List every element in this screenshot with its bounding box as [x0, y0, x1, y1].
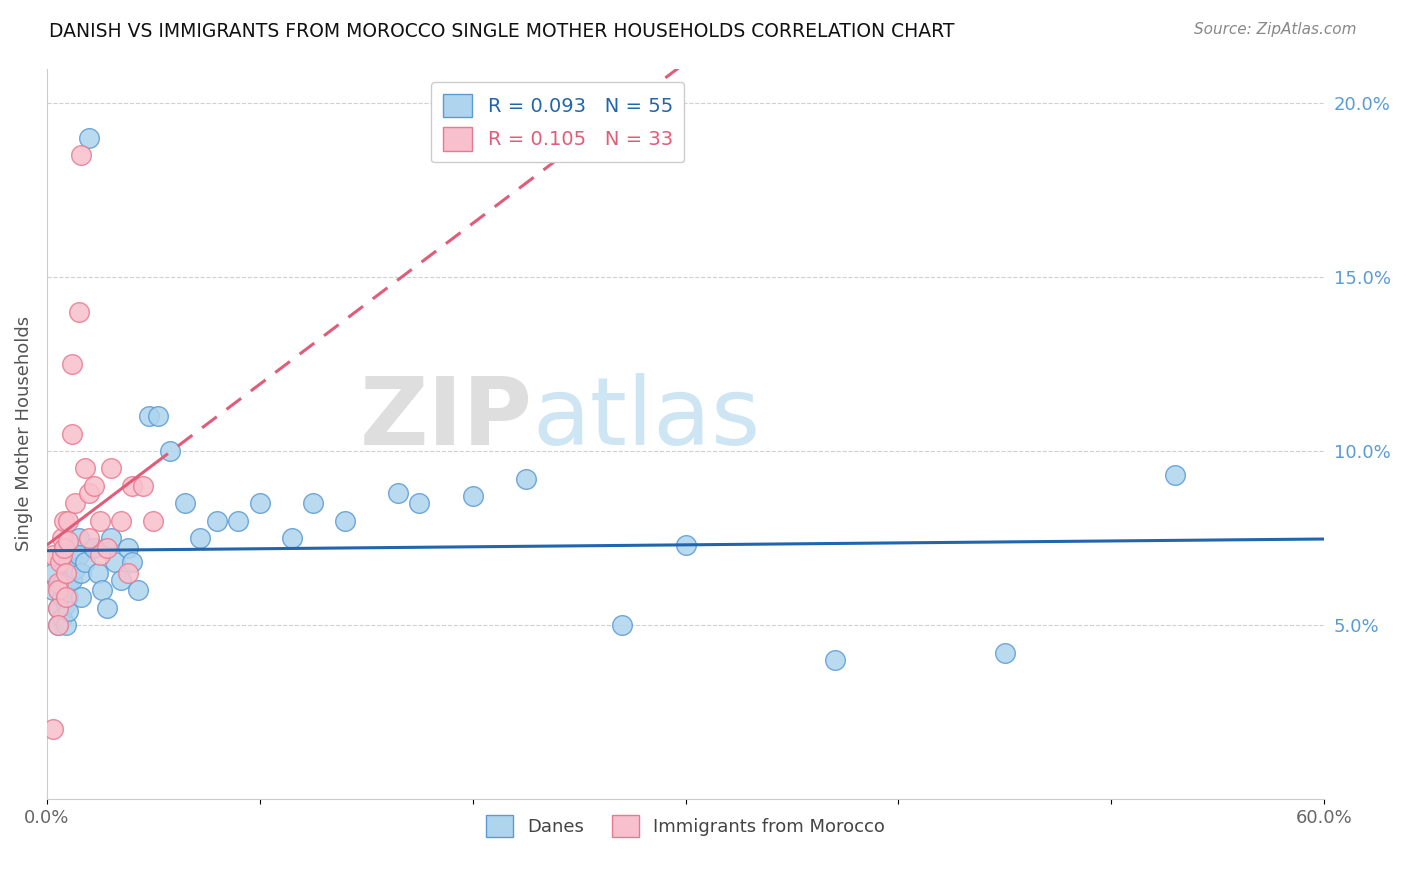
Point [70, 148, 93, 162]
Point [121, 479, 143, 493]
Point [87, 566, 110, 580]
Point [46, 618, 69, 632]
Point [67, 531, 90, 545]
Legend: Danes, Immigrants from Morocco: Danes, Immigrants from Morocco [479, 808, 893, 845]
Point [515, 472, 537, 486]
Point [79, 131, 101, 145]
Point [52, 541, 75, 556]
Point [142, 514, 165, 528]
Point [117, 566, 139, 580]
Point [138, 409, 160, 424]
Y-axis label: Single Mother Households: Single Mother Households [15, 316, 32, 551]
Point [51, 611, 73, 625]
Point [46, 600, 69, 615]
Point [83, 479, 105, 493]
Text: Source: ZipAtlas.com: Source: ZipAtlas.com [1194, 22, 1357, 37]
Point [228, 514, 250, 528]
Point [89, 549, 111, 563]
Point [52, 514, 75, 528]
Point [100, 531, 122, 545]
Point [55, 566, 77, 580]
Point [824, 653, 846, 667]
Point [174, 496, 197, 510]
Point [62, 357, 84, 371]
Point [55, 590, 77, 604]
Point [62, 426, 84, 441]
Point [146, 409, 169, 424]
Point [100, 461, 122, 475]
Point [79, 485, 101, 500]
Text: DANISH VS IMMIGRANTS FROM MOROCCO SINGLE MOTHER HOUSEHOLDS CORRELATION CHART: DANISH VS IMMIGRANTS FROM MOROCCO SINGLE… [49, 22, 955, 41]
Point [70, 566, 93, 580]
Point [104, 555, 127, 569]
Point [994, 646, 1017, 660]
Point [96, 541, 118, 556]
Point [56, 514, 79, 528]
Point [302, 496, 325, 510]
Point [91, 583, 114, 598]
Point [48, 555, 70, 569]
Point [46, 600, 69, 615]
Point [89, 514, 111, 528]
Point [610, 618, 633, 632]
Point [110, 514, 132, 528]
Point [131, 479, 153, 493]
Point [79, 531, 101, 545]
Point [46, 583, 69, 598]
Point [42, 549, 65, 563]
Point [408, 496, 430, 510]
Point [249, 496, 271, 510]
Point [1164, 468, 1187, 483]
Point [46, 576, 69, 591]
Point [62, 549, 84, 563]
Point [55, 597, 77, 611]
Text: atlas: atlas [533, 373, 761, 465]
Point [127, 583, 149, 598]
Point [63, 562, 86, 576]
Point [67, 549, 90, 563]
Point [121, 555, 143, 569]
Point [70, 590, 93, 604]
Point [675, 538, 697, 552]
Point [75, 461, 97, 475]
Point [46, 618, 69, 632]
Point [56, 576, 79, 591]
Point [51, 576, 73, 591]
Point [110, 573, 132, 587]
Point [63, 496, 86, 510]
Point [62, 573, 84, 587]
Point [51, 590, 73, 604]
Point [96, 600, 118, 615]
Point [75, 555, 97, 569]
Point [117, 541, 139, 556]
Point [51, 549, 73, 563]
Point [56, 555, 79, 569]
Point [333, 514, 356, 528]
Text: ZIP: ZIP [360, 373, 533, 465]
Point [461, 489, 484, 503]
Point [42, 723, 65, 737]
Point [83, 541, 105, 556]
Point [51, 531, 73, 545]
Point [56, 604, 79, 618]
Point [42, 566, 65, 580]
Point [52, 583, 75, 598]
Point [56, 590, 79, 604]
Point [387, 485, 409, 500]
Point [67, 305, 90, 319]
Point [52, 555, 75, 569]
Point [159, 444, 181, 458]
Point [205, 514, 228, 528]
Point [55, 618, 77, 632]
Point [63, 541, 86, 556]
Point [42, 583, 65, 598]
Point [188, 531, 211, 545]
Point [56, 534, 79, 549]
Point [280, 531, 302, 545]
